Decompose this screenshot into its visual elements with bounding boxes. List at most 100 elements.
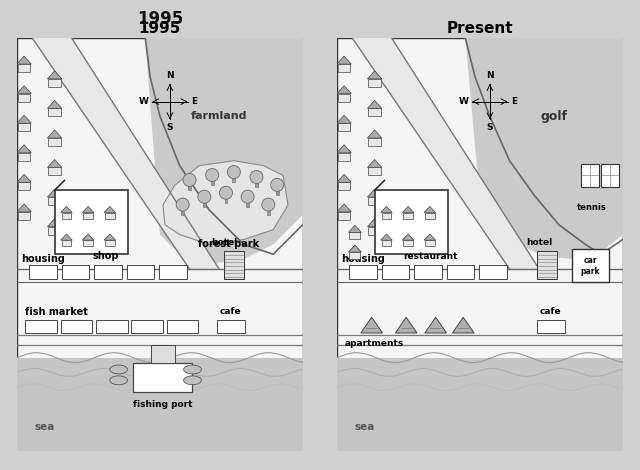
Polygon shape	[403, 206, 414, 212]
Ellipse shape	[184, 376, 202, 385]
Circle shape	[183, 173, 196, 187]
Polygon shape	[424, 206, 436, 212]
Bar	[29, 265, 56, 279]
Polygon shape	[381, 212, 391, 219]
Polygon shape	[105, 240, 115, 246]
Polygon shape	[47, 71, 62, 79]
Bar	[181, 211, 184, 215]
Bar	[131, 320, 163, 333]
Text: hotel: hotel	[211, 238, 237, 247]
Polygon shape	[337, 145, 351, 153]
Bar	[414, 265, 442, 279]
Polygon shape	[83, 234, 94, 240]
Polygon shape	[49, 138, 61, 146]
Text: golf: golf	[540, 110, 567, 123]
Polygon shape	[352, 38, 539, 269]
Polygon shape	[61, 212, 71, 219]
Bar	[246, 203, 249, 207]
Polygon shape	[465, 38, 623, 259]
Polygon shape	[47, 219, 62, 227]
Circle shape	[205, 169, 219, 181]
Polygon shape	[338, 212, 350, 220]
Text: 1995: 1995	[137, 10, 183, 28]
Text: restaurant: restaurant	[403, 252, 458, 261]
Bar	[537, 320, 564, 333]
Polygon shape	[425, 240, 435, 246]
Polygon shape	[17, 358, 303, 451]
Bar	[572, 249, 609, 282]
Bar	[217, 320, 244, 333]
Text: E: E	[511, 97, 518, 106]
Polygon shape	[424, 234, 436, 240]
Ellipse shape	[110, 365, 127, 374]
Polygon shape	[61, 206, 72, 212]
Polygon shape	[425, 317, 447, 333]
Polygon shape	[369, 138, 381, 146]
Text: forest park: forest park	[198, 240, 260, 250]
Text: E: E	[191, 97, 198, 106]
Text: cafe: cafe	[540, 307, 562, 316]
Polygon shape	[17, 145, 31, 153]
Circle shape	[176, 198, 189, 211]
Polygon shape	[381, 240, 391, 246]
Polygon shape	[369, 109, 381, 117]
Text: N: N	[166, 71, 173, 80]
Text: sea: sea	[355, 422, 375, 431]
Polygon shape	[349, 232, 360, 240]
Polygon shape	[338, 182, 350, 190]
Polygon shape	[381, 206, 392, 212]
Circle shape	[271, 179, 284, 191]
Bar	[61, 320, 92, 333]
Text: farmland: farmland	[191, 111, 247, 121]
Bar	[133, 362, 193, 392]
Circle shape	[220, 186, 232, 199]
Polygon shape	[367, 189, 382, 197]
Text: sea: sea	[35, 422, 55, 431]
Text: N: N	[486, 71, 493, 80]
Polygon shape	[369, 197, 381, 205]
Polygon shape	[369, 79, 381, 87]
Polygon shape	[49, 227, 61, 235]
Text: shop: shop	[93, 251, 119, 261]
Polygon shape	[17, 174, 31, 182]
Text: S: S	[486, 123, 493, 132]
Bar	[255, 183, 258, 187]
Polygon shape	[47, 101, 62, 109]
Polygon shape	[32, 38, 219, 269]
Polygon shape	[17, 115, 31, 123]
Bar	[211, 181, 214, 185]
Polygon shape	[17, 204, 31, 212]
Polygon shape	[104, 234, 116, 240]
Bar	[225, 199, 227, 203]
Bar	[349, 265, 376, 279]
Text: car
park: car park	[580, 256, 600, 276]
Polygon shape	[104, 206, 116, 212]
Polygon shape	[425, 212, 435, 219]
Bar	[276, 191, 278, 195]
Text: tennis: tennis	[577, 203, 606, 212]
Bar	[381, 265, 409, 279]
Text: S: S	[166, 123, 173, 132]
Circle shape	[250, 171, 263, 183]
Text: W: W	[138, 97, 148, 106]
Polygon shape	[18, 94, 30, 102]
Polygon shape	[17, 56, 31, 64]
Text: fishing port: fishing port	[133, 400, 193, 409]
Polygon shape	[47, 130, 62, 138]
Title: Present: Present	[447, 22, 513, 37]
Text: cafe: cafe	[220, 307, 242, 316]
Polygon shape	[349, 252, 360, 259]
Polygon shape	[47, 189, 62, 197]
Polygon shape	[83, 206, 94, 212]
Polygon shape	[348, 225, 362, 232]
Bar	[127, 265, 154, 279]
Bar	[203, 203, 206, 207]
Polygon shape	[18, 182, 30, 190]
Polygon shape	[338, 94, 350, 102]
Text: housing: housing	[21, 254, 65, 264]
Polygon shape	[367, 219, 382, 227]
Bar	[374, 190, 449, 254]
Polygon shape	[18, 64, 30, 72]
Bar	[479, 265, 507, 279]
Circle shape	[262, 198, 275, 211]
